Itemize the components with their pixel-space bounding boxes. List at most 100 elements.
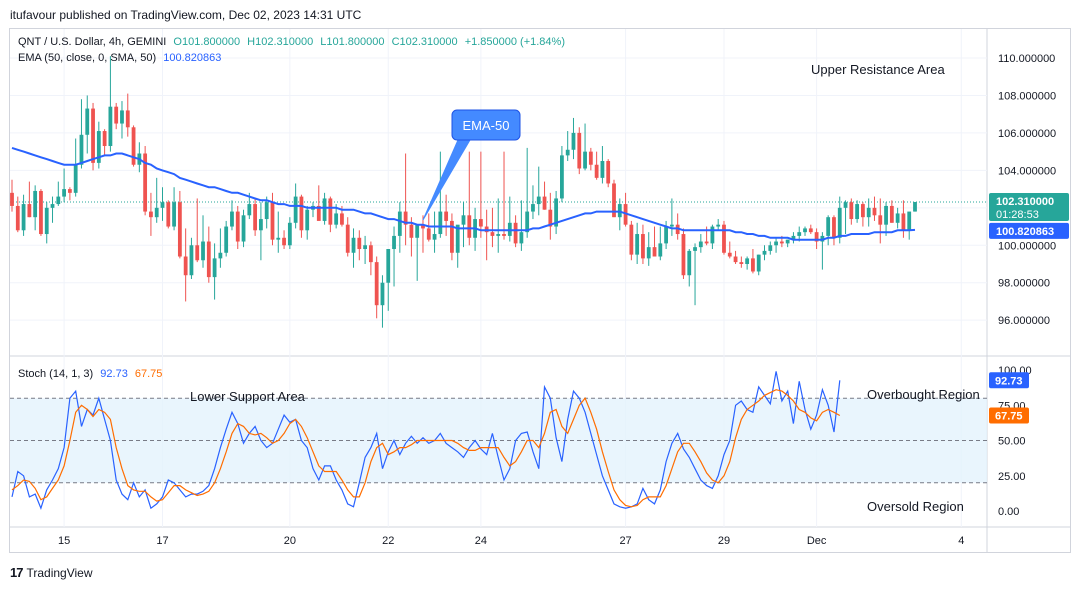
candle-down <box>542 196 547 210</box>
candle-down <box>102 131 107 147</box>
candle-up <box>247 204 252 216</box>
stoch-d-tag <box>989 407 1029 424</box>
time-tick-label: 4 <box>958 535 964 547</box>
stoch-d-value: 67.75 <box>134 368 163 380</box>
candle-up <box>154 207 159 218</box>
ema-price-label: 100.820863 <box>996 226 1054 238</box>
candle-up <box>44 207 49 235</box>
candle-down <box>889 205 894 223</box>
stoch-d-line <box>11 389 841 508</box>
price-tick-label: 98.000000 <box>998 278 1050 290</box>
time-tick-label: 20 <box>284 535 296 547</box>
candle-up <box>259 219 263 231</box>
candle-up <box>762 250 767 255</box>
high-value: H102.310000 <box>247 36 314 48</box>
candle-down <box>513 222 518 244</box>
candle-up <box>913 202 917 212</box>
stoch-k-value: 92.73 <box>100 368 128 380</box>
candle-up <box>230 211 234 227</box>
candle-up <box>386 249 391 283</box>
candle-down <box>861 204 865 218</box>
candle-down <box>577 132 582 169</box>
candle-up <box>50 204 55 208</box>
candle-up <box>531 204 535 212</box>
candle-up <box>710 226 715 244</box>
time-tick-label: 24 <box>475 535 487 547</box>
candle-up <box>120 110 124 124</box>
candle-up <box>392 235 396 250</box>
time-tick-label: 22 <box>382 535 394 547</box>
candle-up <box>33 190 38 218</box>
price-tick-label: 100.000000 <box>998 240 1056 252</box>
candle-up <box>351 237 356 253</box>
candle-up <box>276 237 281 240</box>
candle-down <box>10 192 14 206</box>
time-tick-label: 17 <box>156 535 168 547</box>
candle-up <box>797 232 802 236</box>
oversold-label: Oversold Region <box>867 499 964 514</box>
candle-down <box>27 204 32 218</box>
candle-up <box>837 207 842 238</box>
candle-down <box>345 224 350 253</box>
candle-down <box>143 153 148 212</box>
candle-up <box>687 250 692 276</box>
time-tick-label: 29 <box>718 535 730 547</box>
time-tick-label: 15 <box>58 535 70 547</box>
candle-up <box>843 202 848 208</box>
ema-callout-box <box>451 109 521 141</box>
candle-down <box>426 228 431 240</box>
upper-resistance-label: Upper Resistance Area <box>811 62 945 77</box>
candle-up <box>212 258 217 278</box>
candle-down <box>751 258 755 272</box>
candle-up <box>218 252 223 259</box>
candle-down <box>478 219 483 227</box>
candle-down <box>444 211 449 221</box>
candle-up <box>21 204 26 231</box>
candle-up <box>496 234 501 236</box>
candle-up <box>224 226 229 253</box>
candle-down <box>149 211 153 218</box>
candle-up <box>536 196 541 205</box>
candle-up <box>455 224 460 253</box>
candle-up <box>334 213 339 225</box>
candle-down <box>588 151 593 165</box>
candle-up <box>803 228 807 233</box>
change-value: +1.850000 (+1.84%) <box>464 36 565 48</box>
candle-down <box>270 202 275 240</box>
low-value: L101.800000 <box>320 36 385 48</box>
candle-up <box>571 132 576 150</box>
candle-down <box>704 241 709 244</box>
candle-up <box>826 217 831 236</box>
price-tick-label: 104.000000 <box>998 165 1056 177</box>
footer-brand[interactable]: 17 TradingView <box>10 565 93 580</box>
price-tick-label: 108.000000 <box>998 90 1056 102</box>
candle-up <box>438 211 443 235</box>
tradingview-logo-icon: 17 <box>10 565 24 580</box>
candle-down <box>502 234 506 236</box>
candle-up <box>56 196 61 205</box>
candle-down <box>374 262 379 306</box>
candle-up <box>172 202 176 227</box>
candle-down <box>652 247 657 257</box>
candle-down <box>629 224 634 255</box>
candle-up <box>108 106 113 147</box>
candle-down <box>253 204 258 231</box>
candle-down <box>15 205 20 231</box>
chart-frame <box>9 28 1071 553</box>
candle-up <box>565 149 570 156</box>
candle-down <box>808 228 813 233</box>
publish-header: itufavour published on TradingView.com, … <box>10 8 362 22</box>
candle-down <box>235 211 240 242</box>
candle-up <box>525 211 530 233</box>
candle-up <box>745 258 750 264</box>
stoch-tick-label: 50.00 <box>998 436 1026 448</box>
candle-up <box>635 234 640 255</box>
candle-down <box>548 209 553 227</box>
time-tick-label: Dec <box>807 535 827 547</box>
candle-up <box>866 207 871 218</box>
candle-up <box>189 245 194 276</box>
candle-down <box>206 241 211 278</box>
stoch-legend: Stoch (14, 1, 3) 92.73 67.75 <box>18 368 166 380</box>
candle-down <box>727 252 732 257</box>
